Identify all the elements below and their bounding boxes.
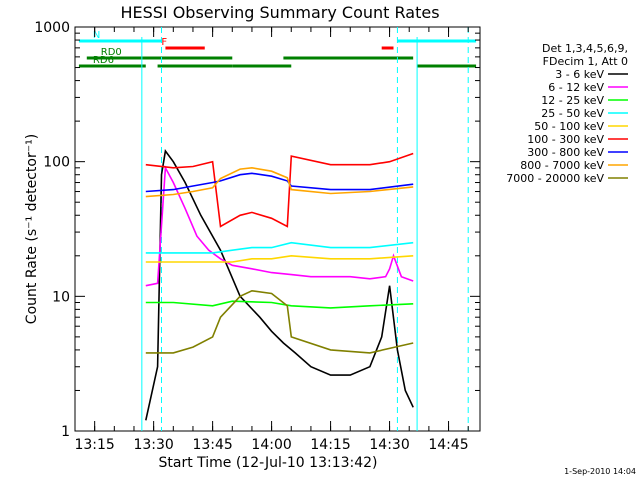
y-tick-label: 1000 [34, 20, 70, 36]
x-tick-label: 14:30 [369, 437, 409, 453]
x-tick-label: 13:15 [74, 437, 114, 453]
series-line-6-12-kevkev [145, 164, 414, 287]
legend-entry-label: 300 - 800 keV [527, 146, 604, 159]
legend-entry-label: 3 - 6 keV [555, 68, 604, 81]
series-line-100-300-kevkev [145, 152, 414, 228]
flag-label-n: N [93, 30, 100, 41]
series-line-50-100-kevkev [145, 254, 414, 263]
legend-entry-label: 50 - 100 keV [534, 120, 604, 133]
legend-entry-label: 7000 - 20000 keV [506, 172, 604, 185]
series-line-25-50-kevkev [145, 241, 414, 254]
x-axis-label: Start Time (12-Jul-10 13:13:42) [158, 455, 377, 471]
vertical-markers [141, 27, 469, 431]
series-lines [145, 149, 414, 421]
y-tick-label: 1 [61, 424, 70, 440]
series-line-800-7000-kevkev [145, 166, 414, 198]
flag-label-rd6: RD6 [93, 55, 114, 66]
series-line-12-25-kevkev [145, 300, 414, 309]
legend: Det 1,3,4,5,6,9, FDecim 1, Att 0 3 - 6 k… [506, 42, 628, 185]
y-axis-ticks: 1 10 100 1000 [34, 20, 480, 440]
y-tick-label: 10 [52, 289, 70, 305]
series-line-3-6-kevkev [145, 149, 414, 421]
legend-entry-label: 100 - 300 keV [527, 133, 604, 146]
x-axis-ticks: 13:15 13:30 13:45 14:00 14:15 14:30 14:45 [74, 27, 469, 453]
series-line-7000-20000-kevkev [145, 289, 414, 354]
x-tick-label: 13:45 [192, 437, 232, 453]
legend-entry-label: 6 - 12 keV [548, 81, 604, 94]
legend-entry-label: 25 - 50 keV [541, 107, 604, 120]
series-line-300-800-kevkev [145, 172, 414, 193]
flag-label-f: F [161, 37, 167, 48]
x-tick-label: 14:00 [251, 437, 291, 453]
y-axis-label: Count Rate (s⁻¹ detector⁻¹) [24, 134, 40, 324]
date-stamp: 1-Sep-2010 14:04 [564, 467, 636, 476]
x-tick-label: 14:45 [428, 437, 468, 453]
y-tick-label: 100 [43, 155, 70, 171]
legend-entry-label: 12 - 25 keV [541, 94, 604, 107]
legend-entry-label: 800 - 7000 keV [520, 159, 604, 172]
legend-header-decimation: FDecim 1, Att 0 [543, 55, 628, 68]
flag-label-rd0: RD0 [101, 47, 122, 58]
x-tick-label: 13:30 [133, 437, 173, 453]
chart-title: HESSI Observing Summary Count Rates [120, 3, 439, 22]
x-tick-label: 14:15 [310, 437, 350, 453]
legend-header-detectors: Det 1,3,4,5,6,9, [542, 42, 628, 55]
plot-frame [74, 26, 481, 432]
